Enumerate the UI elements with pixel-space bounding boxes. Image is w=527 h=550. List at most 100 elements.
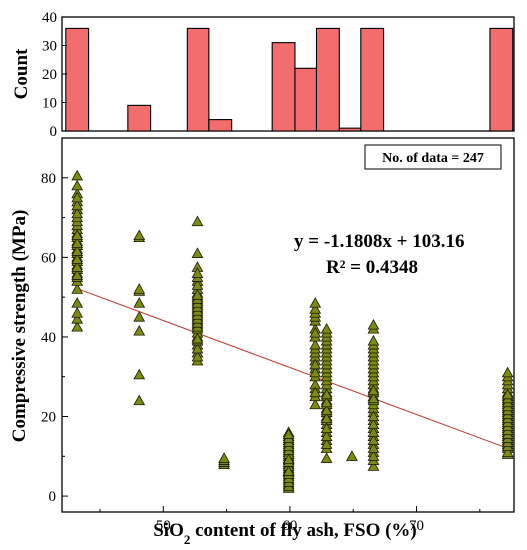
scatter-y-axis-title: Compressive strength (MPa) bbox=[9, 210, 30, 443]
scatter-y-tick-label: 40 bbox=[41, 330, 56, 346]
scatter-point bbox=[191, 289, 204, 300]
scatter-point bbox=[71, 261, 84, 272]
scatter-point bbox=[367, 460, 380, 471]
histogram-bar bbox=[186, 27, 210, 132]
scatter-point bbox=[320, 396, 333, 408]
scatter-point bbox=[133, 229, 146, 241]
scatter-point bbox=[320, 452, 333, 463]
scatter-axis-ticks: 0 20 40 60 80 50 60 70 bbox=[41, 171, 481, 534]
trend-line bbox=[74, 287, 508, 449]
scatter-point bbox=[309, 386, 322, 398]
scatter-point bbox=[367, 418, 380, 430]
scatter-point bbox=[71, 169, 84, 181]
histogram-bar bbox=[360, 27, 385, 132]
scatter-point bbox=[367, 434, 380, 445]
scatter-point bbox=[133, 368, 146, 380]
histogram-y-tick-label: 40 bbox=[42, 10, 57, 26]
scatter-point bbox=[191, 332, 204, 344]
scatter-point bbox=[320, 388, 333, 400]
scatter-point bbox=[501, 366, 514, 378]
scatter-point bbox=[320, 322, 333, 334]
histogram-bar bbox=[338, 127, 362, 132]
scatter-point bbox=[309, 326, 322, 338]
histogram-y-tick-label: 20 bbox=[42, 67, 57, 83]
histogram-bar bbox=[271, 42, 296, 132]
scatter-point bbox=[367, 442, 380, 453]
histogram-bar bbox=[65, 27, 90, 132]
histogram-bar bbox=[208, 119, 233, 132]
histogram-y-tick-label: 30 bbox=[42, 39, 57, 55]
histogram-bar bbox=[315, 27, 340, 132]
scatter-y-tick-label: 60 bbox=[41, 250, 56, 266]
scatter-x-tick-label: 50 bbox=[156, 518, 171, 534]
scatter-point bbox=[71, 199, 84, 211]
scatter-point bbox=[320, 412, 333, 424]
scatter-point bbox=[71, 313, 84, 324]
histogram-y-ticks: 0 10 20 30 40 bbox=[42, 10, 67, 140]
scatter-point bbox=[309, 358, 322, 370]
data-count-label: No. of data = 247 bbox=[382, 151, 484, 166]
scatter-x-tick-label: 60 bbox=[282, 518, 297, 534]
scatter-point bbox=[367, 384, 380, 396]
histogram-bar bbox=[489, 27, 514, 132]
scatter-x-tick-label: 70 bbox=[409, 518, 424, 534]
scatter-point bbox=[320, 404, 333, 416]
scatter-point bbox=[309, 338, 322, 350]
scatter-point bbox=[133, 394, 146, 406]
scatter-y-tick-label: 20 bbox=[41, 410, 56, 426]
histogram-bar bbox=[127, 104, 152, 132]
scatter-point bbox=[71, 237, 84, 248]
scatter-point bbox=[282, 428, 295, 439]
scatter-point bbox=[191, 247, 204, 258]
scatter-point bbox=[71, 269, 84, 280]
scatter-point bbox=[320, 438, 333, 449]
scatter-panel: 0 20 40 60 80 50 60 70 No. of data = 247 y = -1… bbox=[9, 137, 515, 547]
scatter-point bbox=[218, 452, 230, 463]
scatter-point bbox=[309, 303, 322, 314]
histogram-bars bbox=[65, 27, 514, 132]
scatter-point bbox=[320, 422, 333, 434]
scatter-point bbox=[71, 179, 84, 191]
scatter-point bbox=[320, 430, 333, 441]
scatter-point bbox=[367, 410, 380, 422]
scatter-point bbox=[71, 229, 84, 241]
scatter-frame bbox=[61, 137, 515, 513]
scatter-point bbox=[191, 267, 204, 278]
regression-equation: y = -1.1808x + 103.16 bbox=[294, 231, 464, 252]
scatter-point bbox=[71, 245, 84, 256]
data-count-box bbox=[364, 144, 502, 170]
scatter-point bbox=[346, 450, 358, 461]
scatter-x-axis-title: SiO2 content of fly ash, FSO (%) bbox=[153, 520, 417, 547]
scatter-y-tick-label: 80 bbox=[41, 171, 56, 187]
histogram-y-axis-title: Count bbox=[11, 48, 32, 99]
scatter-point bbox=[71, 253, 84, 264]
r-squared-label: R² = 0.4348 bbox=[326, 257, 418, 278]
scatter-point bbox=[71, 191, 84, 203]
scatter-point bbox=[501, 446, 514, 457]
scatter-point bbox=[282, 453, 295, 465]
scatter-point bbox=[191, 215, 204, 227]
histogram-bar bbox=[294, 67, 318, 132]
scatter-point bbox=[367, 392, 380, 404]
scatter-y-tick-label: 0 bbox=[49, 489, 57, 505]
scatter-point bbox=[191, 350, 204, 362]
x-title-subscript: 2 bbox=[184, 532, 191, 547]
scatter-point bbox=[191, 279, 204, 290]
scatter-point bbox=[133, 324, 146, 336]
scatter-point bbox=[282, 465, 295, 476]
scatter-points bbox=[71, 169, 514, 493]
scatter-point bbox=[501, 388, 514, 400]
scatter-point bbox=[191, 342, 204, 354]
histogram-y-tick-label: 10 bbox=[42, 96, 57, 112]
scatter-point bbox=[133, 283, 146, 294]
scatter-point bbox=[367, 318, 380, 330]
scatter-point bbox=[133, 297, 146, 308]
scatter-point bbox=[71, 297, 84, 308]
scatter-point bbox=[71, 283, 84, 294]
scatter-point bbox=[71, 320, 84, 332]
scatter-point bbox=[133, 311, 146, 322]
scatter-point bbox=[309, 366, 322, 378]
scatter-point bbox=[367, 334, 380, 346]
histogram-panel: 0 10 20 30 40 Count bbox=[11, 10, 515, 140]
